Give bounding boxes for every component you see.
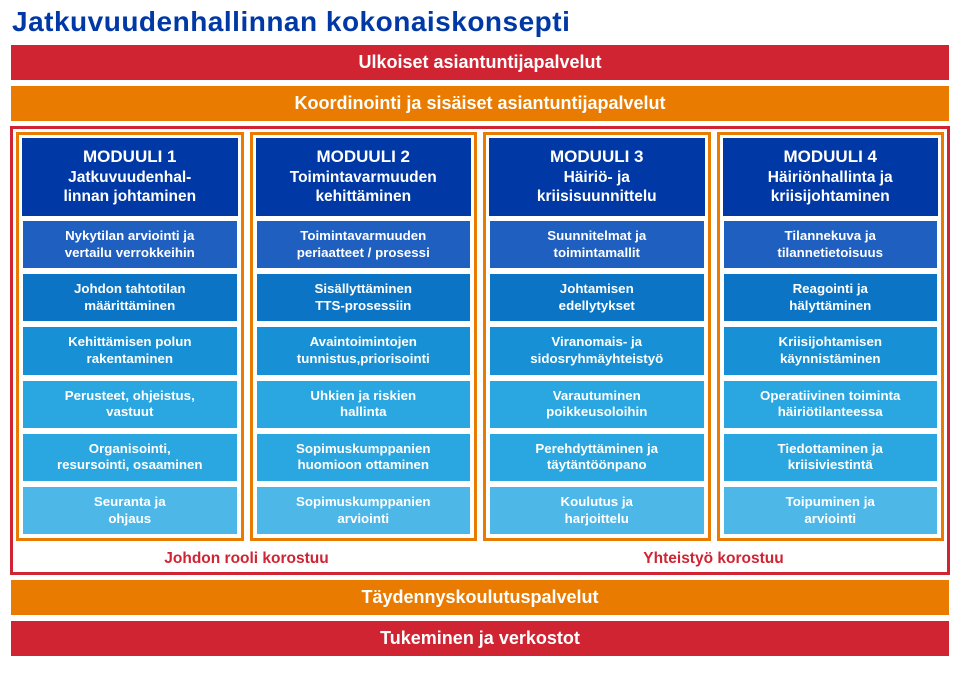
modules-row: MODUULI 1 Jatkuvuudenhal-linnan johtamin… — [16, 132, 944, 569]
module-1-head-rest: Jatkuvuudenhal-linnan johtaminen — [63, 169, 196, 206]
modules-frame: MODUULI 1 Jatkuvuudenhal-linnan johtamin… — [10, 126, 950, 575]
m3-cell-5: Perehdyttäminen jatäytäntöönpano — [489, 433, 705, 482]
module-3-head: MODUULI 3 Häiriö- jakriisisuunnittelu — [489, 138, 705, 216]
m4-cell-3: Kriisijohtamisenkäynnistäminen — [723, 326, 939, 375]
module-3: MODUULI 3 Häiriö- jakriisisuunnittelu Su… — [483, 132, 711, 541]
m2-cell-1: Toimintavarmuudenperiaatteet / prosessi — [256, 220, 472, 269]
m2-cell-6: Sopimuskumppanienarviointi — [256, 486, 472, 535]
module-1-head: MODUULI 1 Jatkuvuudenhal-linnan johtamin… — [22, 138, 238, 216]
m3-cell-2: Johtamisenedellytykset — [489, 273, 705, 322]
banner-external-services: Ulkoiset asiantuntijapalvelut — [10, 44, 950, 81]
m2-cell-2: SisällyttäminenTTS-prosessiin — [256, 273, 472, 322]
module-1-head-ln1: MODUULI 1 — [63, 146, 196, 168]
module-3-head-rest: Häiriö- jakriisisuunnittelu — [537, 169, 657, 206]
right-group: MODUULI 3 Häiriö- jakriisisuunnittelu Su… — [483, 132, 944, 569]
module-4-head-rest: Häiriönhallinta jakriisijohtaminen — [768, 169, 893, 206]
m1-cell-6: Seuranta jaohjaus — [22, 486, 238, 535]
m4-cell-1: Tilannekuva jatilannetietoisuus — [723, 220, 939, 269]
m3-cell-1: Suunnitelmat jatoimintamallit — [489, 220, 705, 269]
footnote-left: Johdon rooli korostuu — [16, 547, 477, 569]
m3-cell-3: Viranomais- jasidosryhmäyhteistyö — [489, 326, 705, 375]
module-2-head-ln1: MODUULI 2 — [290, 146, 437, 168]
module-4-head: MODUULI 4 Häiriönhallinta jakriisijohtam… — [723, 138, 939, 216]
m3-cell-4: Varautuminenpoikkeusoloihin — [489, 380, 705, 429]
page-title: Jatkuvuudenhallinnan kokonaiskonsepti — [10, 6, 950, 38]
m2-cell-3: Avaintoimintojentunnistus,priorisointi — [256, 326, 472, 375]
banner-coordination: Koordinointi ja sisäiset asiantuntijapal… — [10, 85, 950, 122]
module-4: MODUULI 4 Häiriönhallinta jakriisijohtam… — [717, 132, 945, 541]
m1-cell-5: Organisointi,resursointi, osaaminen — [22, 433, 238, 482]
m2-cell-4: Uhkien ja riskienhallinta — [256, 380, 472, 429]
m1-cell-2: Johdon tahtotilanmäärittäminen — [22, 273, 238, 322]
m3-cell-6: Koulutus jaharjoittelu — [489, 486, 705, 535]
module-2: MODUULI 2 Toimintavarmuudenkehittäminen … — [250, 132, 478, 541]
banner-training: Täydennyskoulutuspalvelut — [10, 579, 950, 616]
m1-cell-4: Perusteet, ohjeistus,vastuut — [22, 380, 238, 429]
m4-cell-4: Operatiivinen toimintahäiriötilanteessa — [723, 380, 939, 429]
footnote-right: Yhteistyö korostuu — [483, 547, 944, 569]
left-group: MODUULI 1 Jatkuvuudenhal-linnan johtamin… — [16, 132, 477, 569]
module-1: MODUULI 1 Jatkuvuudenhal-linnan johtamin… — [16, 132, 244, 541]
module-3-head-ln1: MODUULI 3 — [537, 146, 657, 168]
m2-cell-5: Sopimuskumppanienhuomioon ottaminen — [256, 433, 472, 482]
banner-support: Tukeminen ja verkostot — [10, 620, 950, 657]
m4-cell-5: Tiedottaminen jakriisiviestintä — [723, 433, 939, 482]
module-2-head-rest: Toimintavarmuudenkehittäminen — [290, 169, 437, 206]
m1-cell-1: Nykytilan arviointi javertailu verrokkei… — [22, 220, 238, 269]
module-2-head: MODUULI 2 Toimintavarmuudenkehittäminen — [256, 138, 472, 216]
m1-cell-3: Kehittämisen polunrakentaminen — [22, 326, 238, 375]
m4-cell-6: Toipuminen jaarviointi — [723, 486, 939, 535]
module-4-head-ln1: MODUULI 4 — [768, 146, 893, 168]
m4-cell-2: Reagointi jahälyttäminen — [723, 273, 939, 322]
